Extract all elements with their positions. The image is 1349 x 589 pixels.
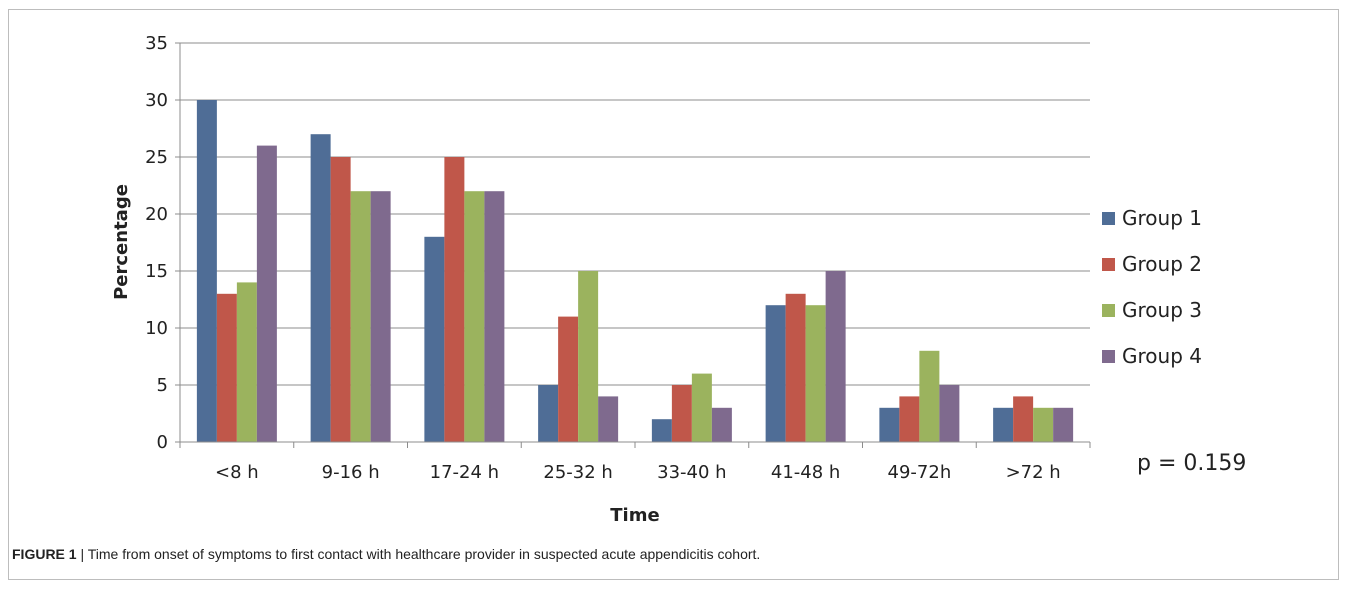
figure-caption: FIGURE 1 | Time from onset of symptoms t… (12, 546, 760, 562)
bar-group-2 (444, 157, 465, 442)
legend-label: Group 4 (1122, 344, 1202, 368)
bar-group-2 (899, 396, 920, 442)
bar-group-1 (538, 385, 559, 442)
p-value-annotation: p = 0.159 (1137, 451, 1246, 476)
bar-group-2 (558, 316, 579, 442)
bar-group-3 (350, 191, 371, 442)
legend-swatch (1102, 350, 1115, 363)
y-tick-label: 20 (145, 204, 168, 225)
legend-swatch (1102, 304, 1115, 317)
bar-group-3 (1033, 407, 1054, 442)
bar-group-1 (651, 419, 672, 442)
legend-label: Group 3 (1122, 298, 1202, 322)
x-tick-label: 33-40 h (657, 462, 726, 483)
x-tick-label: 41-48 h (771, 462, 840, 483)
y-axis-title: Percentage (111, 184, 132, 300)
bar-group-3 (236, 282, 257, 442)
y-tick-label: 5 (157, 375, 168, 396)
bar-group-3 (578, 271, 599, 442)
y-tick-label: 25 (145, 147, 168, 168)
legend-swatch (1102, 212, 1115, 225)
bar-group-1 (196, 100, 217, 442)
x-tick-label: 49-72h (888, 462, 952, 483)
bar-group-4 (825, 271, 846, 442)
bar-group-2 (671, 385, 692, 442)
bar-group-3 (691, 373, 712, 442)
bar-chart: 0 5 10 15 20 25 30 35 <8 h 9-16 h 17-24 h 25-32 h 33… (111, 33, 1246, 526)
legend-swatch (1102, 258, 1115, 271)
bar-group-2 (1013, 396, 1034, 442)
bar-group-1 (310, 134, 331, 442)
bar-group-4 (598, 396, 619, 442)
bar-group-4 (711, 407, 732, 442)
bar-group-3 (464, 191, 485, 442)
y-tick-label: 10 (145, 318, 168, 339)
bar-group-1 (879, 407, 900, 442)
legend-label: Group 1 (1122, 206, 1202, 230)
bar-group-1 (993, 407, 1014, 442)
bar-group-4 (484, 191, 505, 442)
axes: 0 5 10 15 20 25 30 35 <8 h 9-16 h 17-24 h 25-32 h 33… (145, 33, 1091, 483)
bars (196, 100, 1074, 442)
x-tick-label: 17-24 h (430, 462, 499, 483)
caption-separator: | (76, 546, 88, 562)
bar-group-2 (216, 293, 237, 442)
bar-group-2 (785, 293, 806, 442)
bar-group-3 (805, 305, 826, 442)
y-tick-label: 15 (145, 261, 168, 282)
x-tick-label: >72 h (1006, 462, 1061, 483)
caption-text: Time from onset of symptoms to first con… (87, 546, 761, 562)
bar-group-4 (939, 385, 960, 442)
bar-group-1 (765, 305, 786, 442)
y-tick-label: 30 (145, 90, 168, 111)
x-axis-title: Time (610, 505, 659, 526)
y-tick-label: 35 (145, 33, 168, 54)
legend: Group 1 Group 2 Group 3 Group 4 (1102, 206, 1202, 368)
bar-group-1 (424, 236, 445, 442)
legend-label: Group 2 (1122, 252, 1202, 276)
bar-group-4 (1053, 407, 1074, 442)
bar-group-4 (370, 191, 391, 442)
bar-group-2 (330, 157, 351, 442)
bar-group-4 (256, 145, 277, 442)
x-tick-label: 9-16 h (322, 462, 380, 483)
bar-group-3 (919, 350, 940, 442)
y-tick-label: 0 (157, 432, 168, 453)
x-tick-label: 25-32 h (543, 462, 612, 483)
caption-label: FIGURE 1 (12, 546, 77, 562)
x-tick-label: <8 h (215, 462, 259, 483)
